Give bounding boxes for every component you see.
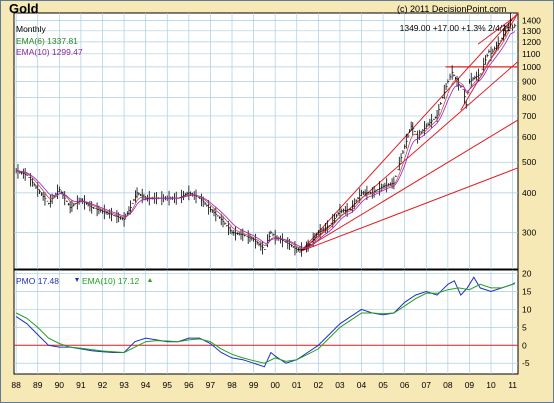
trendline: [460, 12, 519, 111]
trendline: [300, 167, 519, 252]
x-tick-label: 01: [292, 380, 302, 390]
price-y-tick-label: 300: [522, 227, 536, 237]
x-tick-label: 02: [314, 380, 324, 390]
x-tick-label: 03: [335, 380, 345, 390]
arrow-down-icon: [75, 278, 79, 282]
x-tick-label: 06: [400, 380, 410, 390]
price-y-tick-label: 400: [522, 188, 536, 198]
legend-ema6: EMA(6) 1337.81: [16, 36, 78, 46]
chart-title: Gold: [9, 1, 39, 16]
x-tick-label: 89: [33, 380, 43, 390]
x-tick-label: 93: [119, 380, 129, 390]
price-series: [15, 13, 517, 257]
x-tick-label: 95: [163, 380, 173, 390]
x-tick-label: 94: [141, 380, 151, 390]
price-ema-line: [16, 31, 516, 249]
x-tick-label: 04: [357, 380, 367, 390]
pmo-y-tick-label: 5: [522, 322, 527, 332]
price-grid: [14, 13, 518, 269]
legend-ema10: EMA(10) 1299.47: [16, 47, 83, 57]
trendline: [300, 119, 519, 252]
legend-pmo-ema: EMA(10) 17.12: [82, 276, 139, 286]
price-y-tick-label: 800: [522, 93, 536, 103]
x-tick-label: 97: [206, 380, 216, 390]
last-quote: 1349.00 +17.00 +1.3% 2/4/11: [400, 23, 512, 33]
price-y-tick-label: 1200: [522, 37, 541, 47]
price-y-tick-label: 1300: [522, 26, 541, 36]
trendline: [477, 16, 516, 45]
x-axis-ticks: 88 89 90 91 92 93 94 95 96 97 98 99 00 01 02 03 04 05 06 07…: [11, 380, 517, 390]
price-y-tick-label: 600: [522, 132, 536, 142]
pmo-y-tick-label: 10: [522, 304, 532, 314]
x-tick-label: 90: [55, 380, 65, 390]
x-tick-label: 11: [508, 380, 517, 390]
x-tick-label: 00: [270, 380, 280, 390]
price-panel-bg: [13, 12, 519, 270]
x-tick-label: 09: [465, 380, 475, 390]
pmo-y-ticks: -5 0 5 10 15 20: [522, 269, 532, 369]
price-ema-line: [16, 27, 515, 250]
pmo-panel-bg: [13, 269, 519, 375]
x-tick-label: 92: [98, 380, 108, 390]
x-tick-label: 91: [76, 380, 86, 390]
price-y-tick-label: 500: [522, 157, 536, 167]
price-y-tick-label: 700: [522, 111, 536, 121]
x-tick-label: 96: [184, 380, 194, 390]
pmo-y-tick-label: 15: [522, 287, 532, 297]
x-tick-label: 88: [11, 380, 21, 390]
price-y-tick-label: 1100: [522, 49, 541, 59]
pmo-y-tick-label: 20: [522, 269, 532, 279]
pmo-y-tick-label: 0: [522, 340, 527, 350]
pmo-series-line: [15, 283, 515, 364]
price-y-tick-label: 1400: [522, 16, 541, 26]
pmo-series-line: [15, 276, 516, 368]
x-tick-label: 08: [443, 380, 453, 390]
pmo-series: [15, 276, 516, 368]
price-y-tick-label: 1000: [522, 62, 541, 72]
x-tick-label: 10: [486, 380, 496, 390]
x-tick-label: 98: [227, 380, 237, 390]
arrow-up-icon: [148, 278, 152, 282]
x-tick-label: 05: [378, 380, 388, 390]
chart-subtitle: Monthly: [16, 24, 47, 34]
price-y-ticks: 300 400 500 600 700 800 900 1000 1100 12001300140…: [522, 16, 541, 238]
x-tick-label: 99: [249, 380, 259, 390]
legend-pmo: PMO 17.48: [16, 276, 59, 286]
copyright: (c) 2011 DecisionPoint.com: [397, 4, 506, 14]
pmo-y-tick-label: -5: [522, 358, 530, 368]
price-y-tick-label: 900: [522, 76, 536, 86]
x-tick-label: 07: [422, 380, 432, 390]
